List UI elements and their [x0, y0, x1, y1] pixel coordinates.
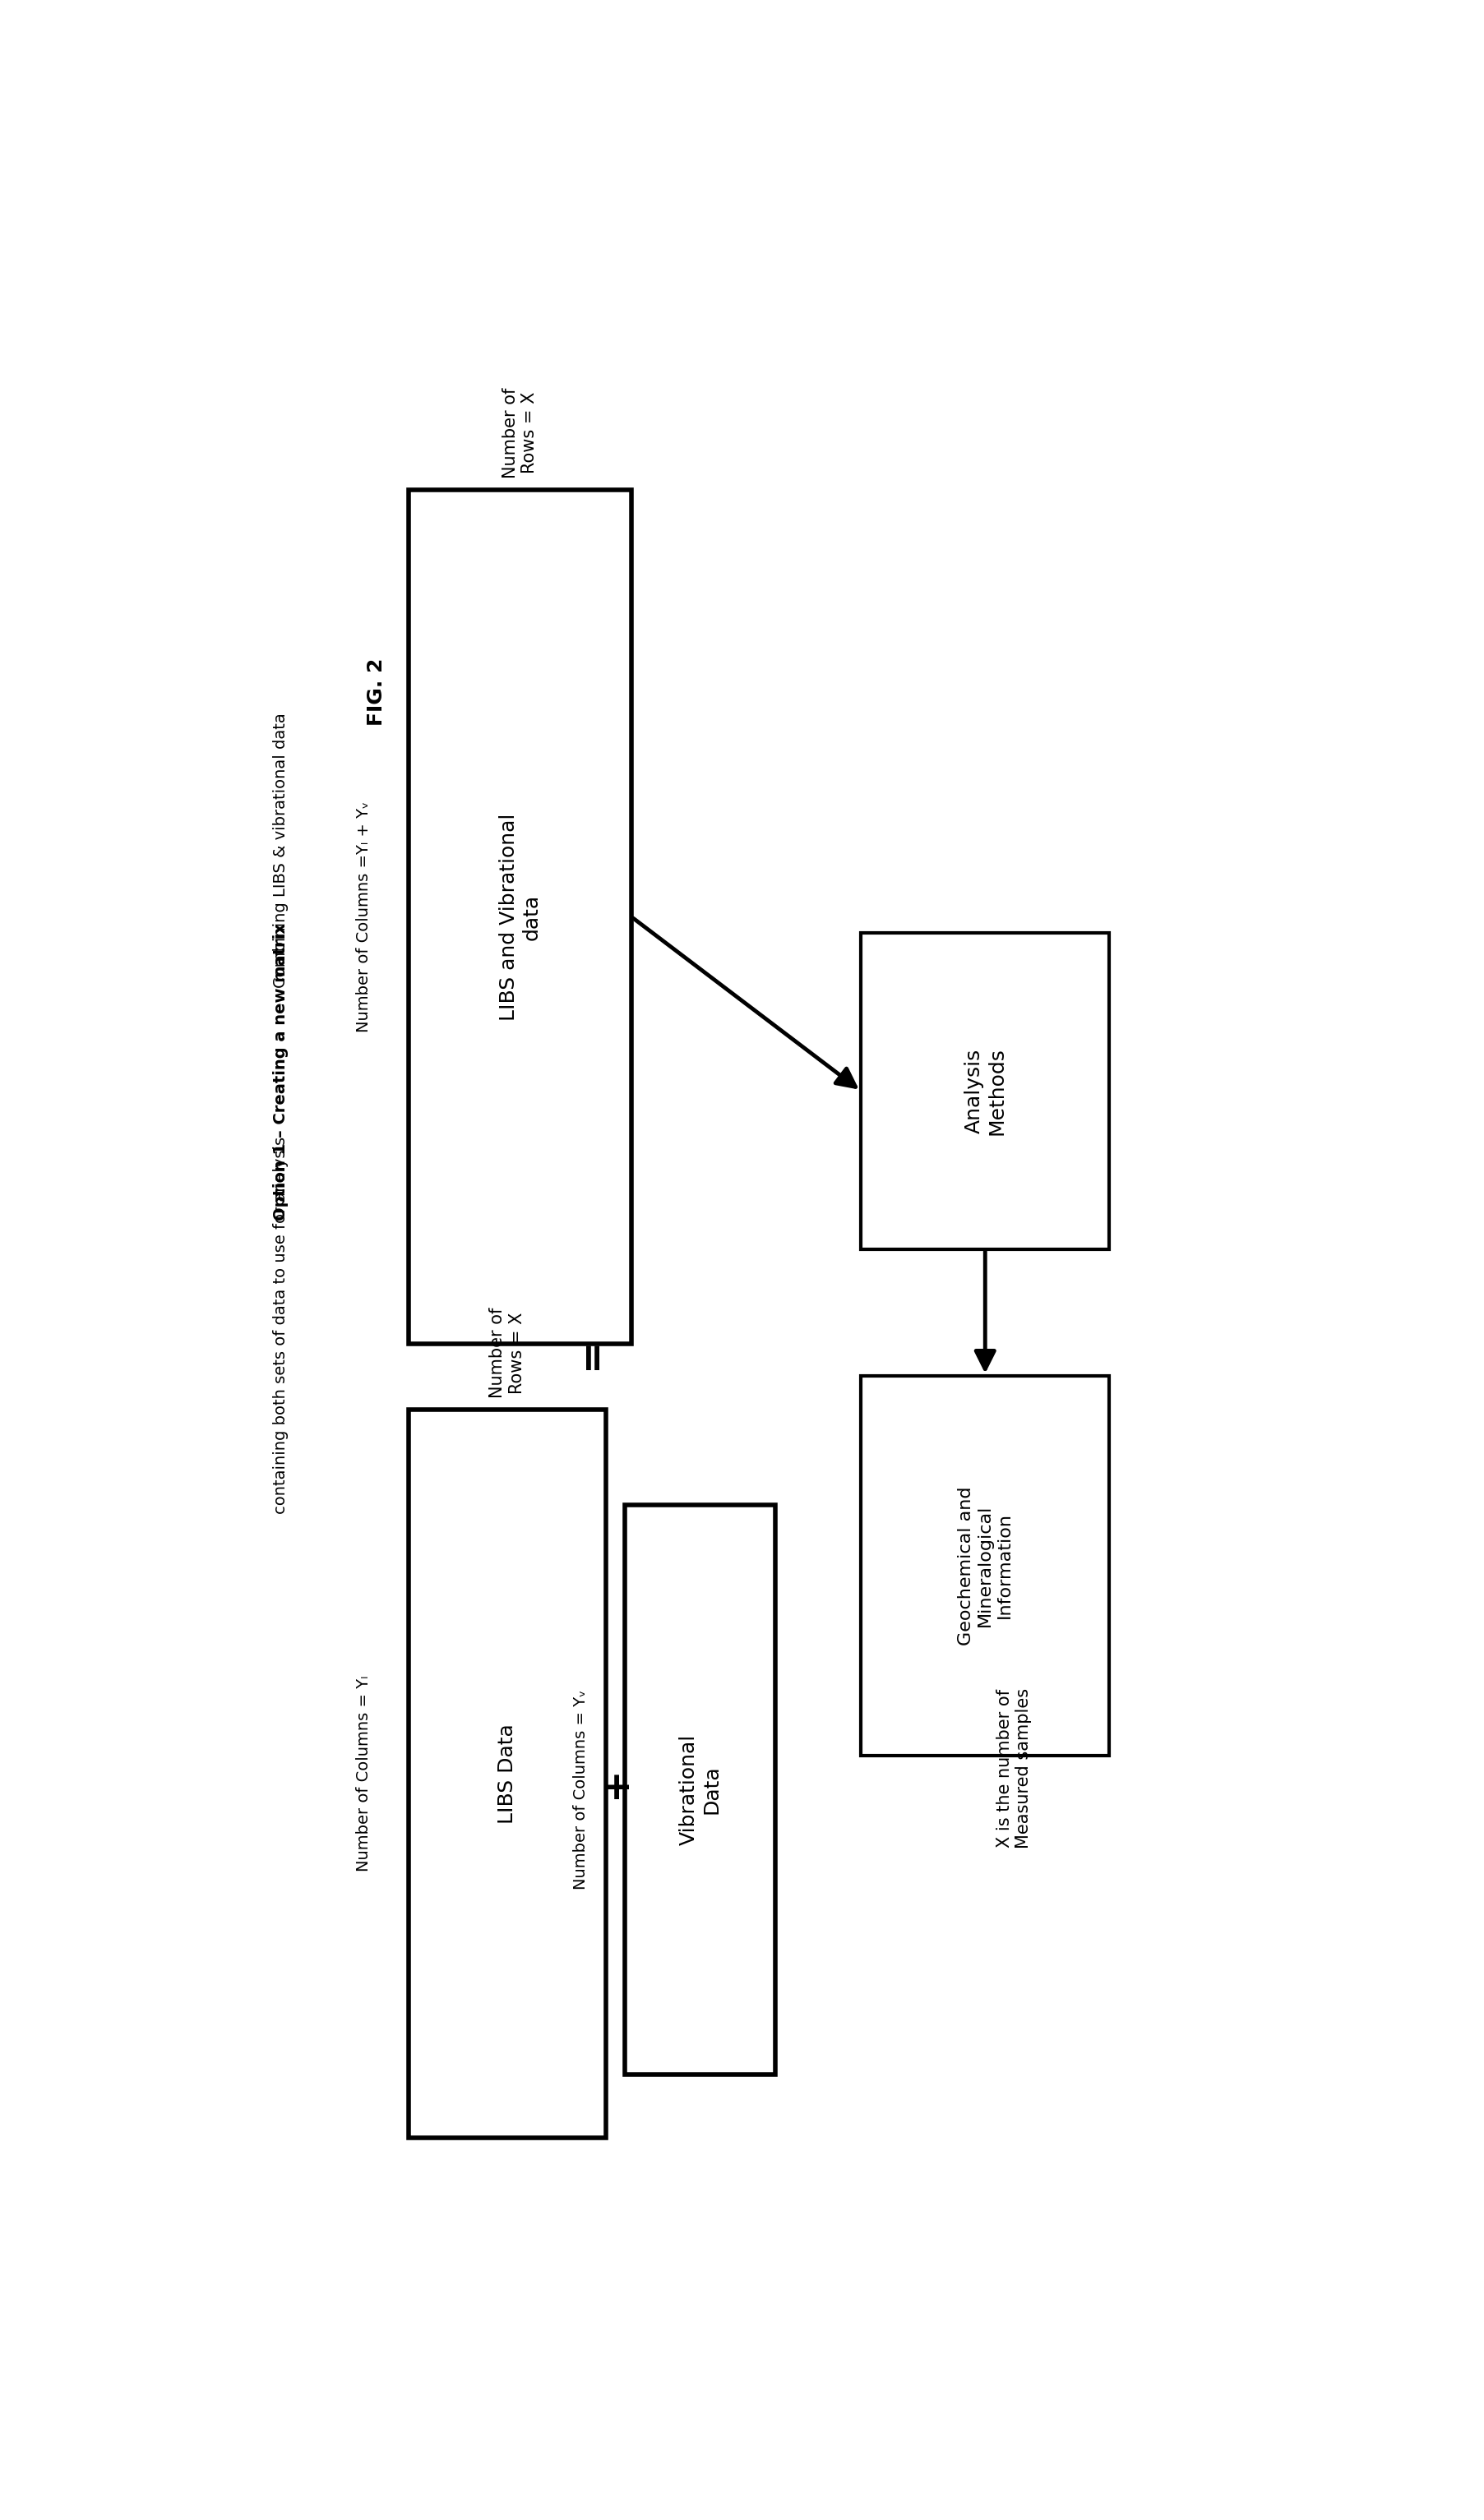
Text: =: =	[573, 1338, 610, 1368]
Text: Combining LIBS & vibrational data: Combining LIBS & vibrational data	[273, 713, 289, 988]
Text: Vibrational
Data: Vibrational Data	[678, 1734, 721, 1845]
Text: FIG. 2: FIG. 2	[367, 658, 386, 726]
Text: LIBS Data: LIBS Data	[497, 1724, 516, 1824]
Bar	[861, 1376, 1110, 1756]
Text: Number of
Rows = X: Number of Rows = X	[502, 388, 537, 479]
Text: Number of
Rows = X: Number of Rows = X	[490, 1308, 525, 1399]
Text: Number of Columns =Yₗ + Yᵥ: Number of Columns =Yₗ + Yᵥ	[356, 801, 371, 1033]
Text: Analysis
Methods: Analysis Methods	[965, 1046, 1006, 1134]
Bar	[625, 1504, 775, 2074]
Text: containing both sets of data to use for analysis: containing both sets of data to use for …	[273, 1137, 289, 1515]
Bar	[861, 932, 1110, 1250]
Bar	[408, 1409, 605, 2137]
Text: Option 1 – Creating a new matrix: Option 1 – Creating a new matrix	[273, 922, 289, 1220]
Text: X is the number of
Measured samples: X is the number of Measured samples	[996, 1688, 1031, 1847]
Text: Number of Columns = Yᵥ: Number of Columns = Yᵥ	[573, 1691, 588, 1890]
Text: Number of Columns = Yₗ: Number of Columns = Yₗ	[356, 1676, 371, 1872]
Bar	[408, 489, 632, 1343]
Text: LIBS and Vibrational
data: LIBS and Vibrational data	[499, 814, 542, 1021]
Text: Geochemical and
Mineralogical
Information: Geochemical and Mineralogical Informatio…	[957, 1487, 1012, 1646]
Text: +: +	[597, 1767, 634, 1799]
